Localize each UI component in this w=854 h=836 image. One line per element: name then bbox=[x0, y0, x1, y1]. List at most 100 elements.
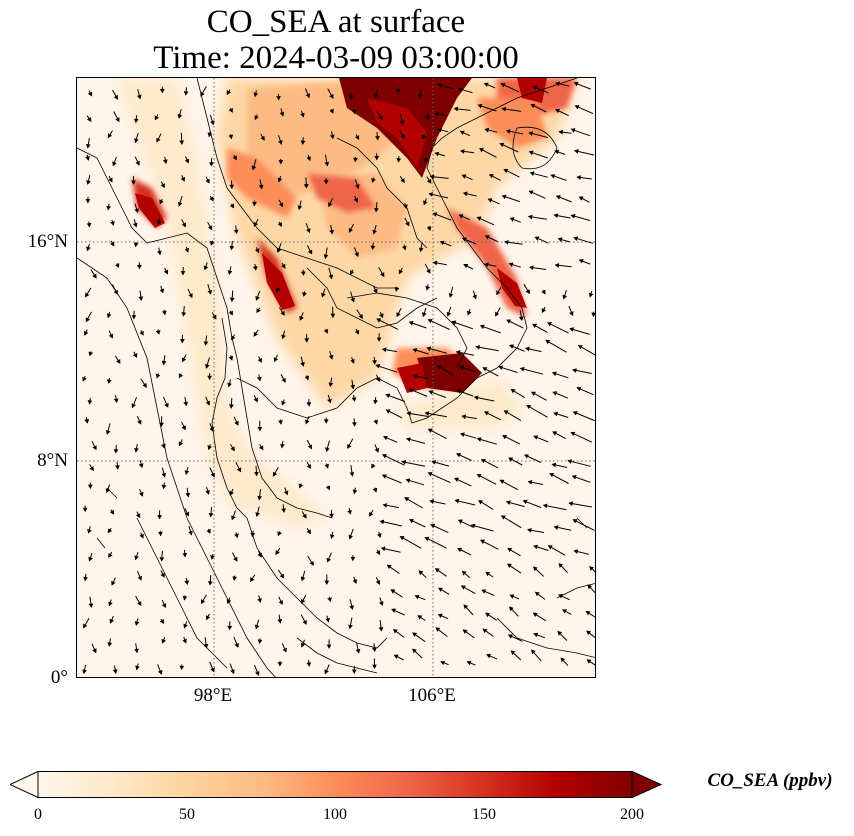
wind-vector-head bbox=[503, 168, 509, 174]
wind-vector bbox=[547, 322, 569, 334]
wind-vector-head bbox=[473, 395, 479, 401]
wind-vector-head bbox=[302, 292, 307, 297]
wind-vector-head bbox=[108, 333, 114, 339]
wind-vector-head bbox=[306, 156, 312, 162]
wind-vector-head bbox=[92, 445, 97, 451]
wind-vector-head bbox=[327, 398, 332, 404]
wind-vector-head bbox=[277, 618, 283, 624]
wind-vector-head bbox=[255, 248, 260, 254]
wind-vector-head bbox=[518, 316, 524, 322]
wind-vector bbox=[471, 524, 494, 532]
wind-vector-head bbox=[257, 552, 262, 558]
wind-vector-head bbox=[209, 162, 214, 167]
wind-vector-head bbox=[560, 657, 566, 663]
wind-vector-head bbox=[297, 205, 303, 211]
wind-vector-head bbox=[207, 132, 213, 138]
wind-vector-head bbox=[159, 199, 164, 205]
wind-vector-head bbox=[177, 201, 183, 207]
wind-vector-head bbox=[477, 103, 483, 109]
wind-vector-head bbox=[84, 418, 90, 424]
wind-vector-head bbox=[212, 314, 217, 320]
wind-vector-head bbox=[112, 669, 118, 674]
wind-vector-head bbox=[281, 377, 286, 383]
wind-vector-head bbox=[439, 240, 445, 246]
wind-vector-head bbox=[461, 237, 467, 242]
lon-tick-98e: 98°E bbox=[193, 685, 233, 706]
colorbar bbox=[10, 771, 662, 798]
wind-vector-head bbox=[137, 575, 142, 581]
wind-vector-head bbox=[509, 594, 515, 599]
wind-vector bbox=[400, 536, 422, 549]
wind-vector-head bbox=[431, 460, 437, 465]
wind-vector-head bbox=[553, 411, 559, 417]
wind-vector-head bbox=[232, 155, 237, 161]
wind-vector-head bbox=[139, 533, 144, 539]
wind-vector-head bbox=[159, 288, 165, 294]
wind-vector-head bbox=[572, 410, 578, 416]
wind-vector-head bbox=[135, 665, 140, 671]
wind-vector-head bbox=[435, 627, 441, 632]
wind-vector-head bbox=[281, 400, 286, 406]
wind-vector-head bbox=[386, 564, 392, 570]
wind-vector-head bbox=[501, 194, 507, 200]
wind-vector-head bbox=[533, 632, 539, 638]
wind-vector-head bbox=[385, 393, 391, 398]
wind-vector-head bbox=[324, 463, 329, 469]
wind-vector-head bbox=[438, 587, 443, 592]
wind-vector-head bbox=[258, 184, 264, 190]
wind-vector-head bbox=[391, 608, 396, 613]
wind-vector-head bbox=[277, 177, 283, 183]
wind-vector-head bbox=[371, 177, 376, 183]
wind-vector-head bbox=[276, 287, 281, 293]
wind-vector-head bbox=[376, 337, 382, 342]
wind-vector-head bbox=[421, 134, 427, 140]
wind-vector-head bbox=[157, 669, 163, 675]
wind-vector-head bbox=[281, 263, 286, 269]
wind-vector-head bbox=[572, 368, 577, 373]
wind-vector-head bbox=[358, 314, 363, 320]
wind-vector-head bbox=[272, 471, 278, 477]
wind-vector-head bbox=[183, 91, 189, 96]
wind-vector-head bbox=[509, 217, 515, 222]
wind-vector-head bbox=[229, 297, 235, 303]
wind-vector-head bbox=[281, 334, 286, 340]
wind-vector-head bbox=[370, 245, 376, 251]
wind-vector-head bbox=[109, 509, 115, 515]
wind-vector-head bbox=[210, 472, 215, 478]
wind-vector-head bbox=[502, 434, 508, 440]
wind-vector-head bbox=[181, 222, 186, 228]
wind-vector-head bbox=[106, 379, 112, 384]
wind-vector-head bbox=[160, 572, 165, 578]
wind-vector-head bbox=[412, 348, 418, 353]
wind-vector-head bbox=[82, 376, 87, 382]
wind-vector-head bbox=[460, 585, 466, 590]
wind-vector-head bbox=[506, 319, 512, 324]
wind-vector-head bbox=[401, 459, 407, 465]
wind-vector-head bbox=[427, 472, 433, 477]
wind-vector-head bbox=[532, 323, 538, 329]
wind-vector-head bbox=[254, 624, 260, 630]
wind-vector-head bbox=[210, 555, 215, 560]
wind-vector-head bbox=[234, 642, 239, 648]
wind-vector-head bbox=[470, 523, 476, 529]
wind-vector-head bbox=[300, 271, 306, 276]
wind-vector-head bbox=[457, 87, 463, 92]
wind-vector-head bbox=[302, 619, 307, 625]
wind-vector-head bbox=[586, 630, 592, 636]
wind-vector-head bbox=[408, 388, 414, 393]
wind-vector-head bbox=[278, 600, 283, 606]
wind-vector-head bbox=[433, 111, 439, 117]
wind-vector-head bbox=[159, 619, 165, 624]
wind-vector-head bbox=[484, 262, 489, 268]
wind-vector bbox=[428, 472, 451, 484]
wind-vector-head bbox=[578, 258, 584, 264]
wind-vector-head bbox=[134, 447, 139, 453]
wind-vector-head bbox=[567, 459, 573, 464]
wind-vector-head bbox=[278, 202, 284, 208]
wind-vector-head bbox=[476, 437, 482, 442]
wind-vector-head bbox=[323, 419, 329, 424]
wind-vector-head bbox=[234, 533, 239, 539]
wind-vector-head bbox=[574, 105, 580, 110]
wind-vector-head bbox=[231, 515, 236, 521]
